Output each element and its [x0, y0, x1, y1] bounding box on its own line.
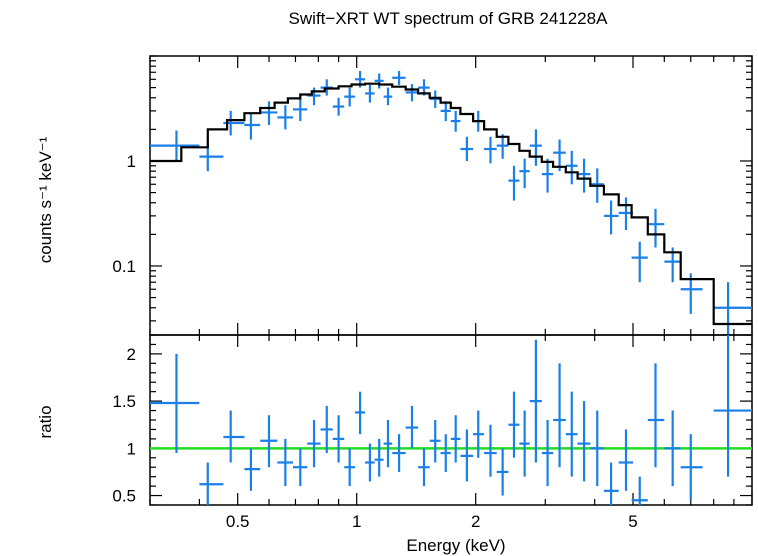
data-point [440, 101, 451, 122]
data-point [365, 84, 375, 103]
data-point [460, 136, 474, 161]
data-point [374, 73, 384, 89]
y-tick-label: 2 [127, 345, 136, 364]
data-point [473, 410, 485, 458]
data-point [383, 420, 393, 468]
chart-title: Swift−XRT WT spectrum of GRB 241228A [289, 9, 609, 28]
data-point [631, 241, 648, 283]
data-point [392, 70, 406, 85]
data-point [529, 129, 542, 166]
data-point [541, 158, 554, 193]
data-point [631, 476, 648, 505]
data-point [244, 448, 261, 491]
data-point [541, 420, 554, 487]
spectrum-panel: 10.1 [112, 55, 753, 336]
data-point [277, 438, 293, 487]
data-point [565, 150, 578, 185]
model-step-line [150, 82, 752, 326]
data-point [508, 391, 520, 458]
data-point [529, 339, 542, 463]
data-point [405, 405, 419, 449]
data-point [496, 448, 509, 496]
data-point [307, 87, 321, 106]
data-point [320, 405, 333, 454]
data-point [460, 429, 474, 482]
data-point [199, 462, 224, 505]
data-point [603, 462, 619, 505]
y-axis-title-ratio: ratio [36, 405, 55, 438]
data-point [603, 200, 619, 235]
data-point [450, 110, 461, 132]
data-point [508, 165, 520, 201]
data-point [713, 335, 752, 477]
data-point [365, 443, 375, 482]
data-point [405, 84, 419, 102]
data-point [429, 420, 441, 463]
data-point [332, 97, 345, 116]
data-point [713, 282, 752, 335]
data-point [392, 434, 406, 472]
data-point [647, 208, 665, 248]
data-point [664, 410, 681, 487]
x-tick-label: 5 [628, 512, 637, 531]
data-point [418, 448, 430, 487]
x-tick-label: 1 [352, 512, 361, 531]
data-point [292, 448, 308, 487]
data-point [277, 105, 293, 130]
data-point [519, 410, 530, 477]
data-point [553, 363, 566, 468]
x-tick-label: 0.5 [226, 512, 250, 531]
data-point [484, 136, 497, 164]
data-point [565, 391, 578, 477]
data-point [307, 420, 321, 468]
data-point [440, 434, 451, 472]
data-point [150, 130, 200, 161]
data-point [450, 415, 461, 463]
data-point [429, 90, 441, 108]
data-point [344, 87, 355, 107]
data-point [374, 438, 384, 477]
data-point [590, 410, 604, 487]
data-point [383, 87, 393, 106]
data-point [292, 98, 308, 122]
x-tick-label: 2 [471, 512, 480, 531]
data-point [680, 434, 703, 501]
data-point [577, 158, 591, 193]
data-point [618, 429, 634, 491]
y-axis-title-spectrum: counts s⁻¹ keV⁻¹ [36, 136, 55, 263]
data-point [150, 353, 200, 454]
plot-frame [149, 55, 753, 336]
data-point [332, 415, 345, 463]
y-tick-label: 0.1 [112, 257, 136, 276]
data-point [519, 158, 530, 189]
data-point [260, 101, 278, 126]
y-tick-label: 0.5 [112, 487, 136, 506]
data-point [354, 391, 366, 435]
data-point [484, 424, 497, 477]
y-tick-label: 1 [127, 152, 136, 171]
data-point [496, 134, 509, 159]
ratio-panel: 2 1.5 1 0.5 0.5 1 2 5 [112, 334, 753, 531]
data-point [260, 415, 278, 468]
data-point [344, 448, 355, 487]
data-point [244, 112, 261, 140]
data-point [647, 363, 665, 468]
y-tick-label: 1.5 [112, 392, 136, 411]
x-axis-title: Energy (keV) [406, 536, 505, 555]
y-tick-label: 1 [127, 439, 136, 458]
data-point [577, 401, 591, 482]
data-point [223, 410, 245, 463]
